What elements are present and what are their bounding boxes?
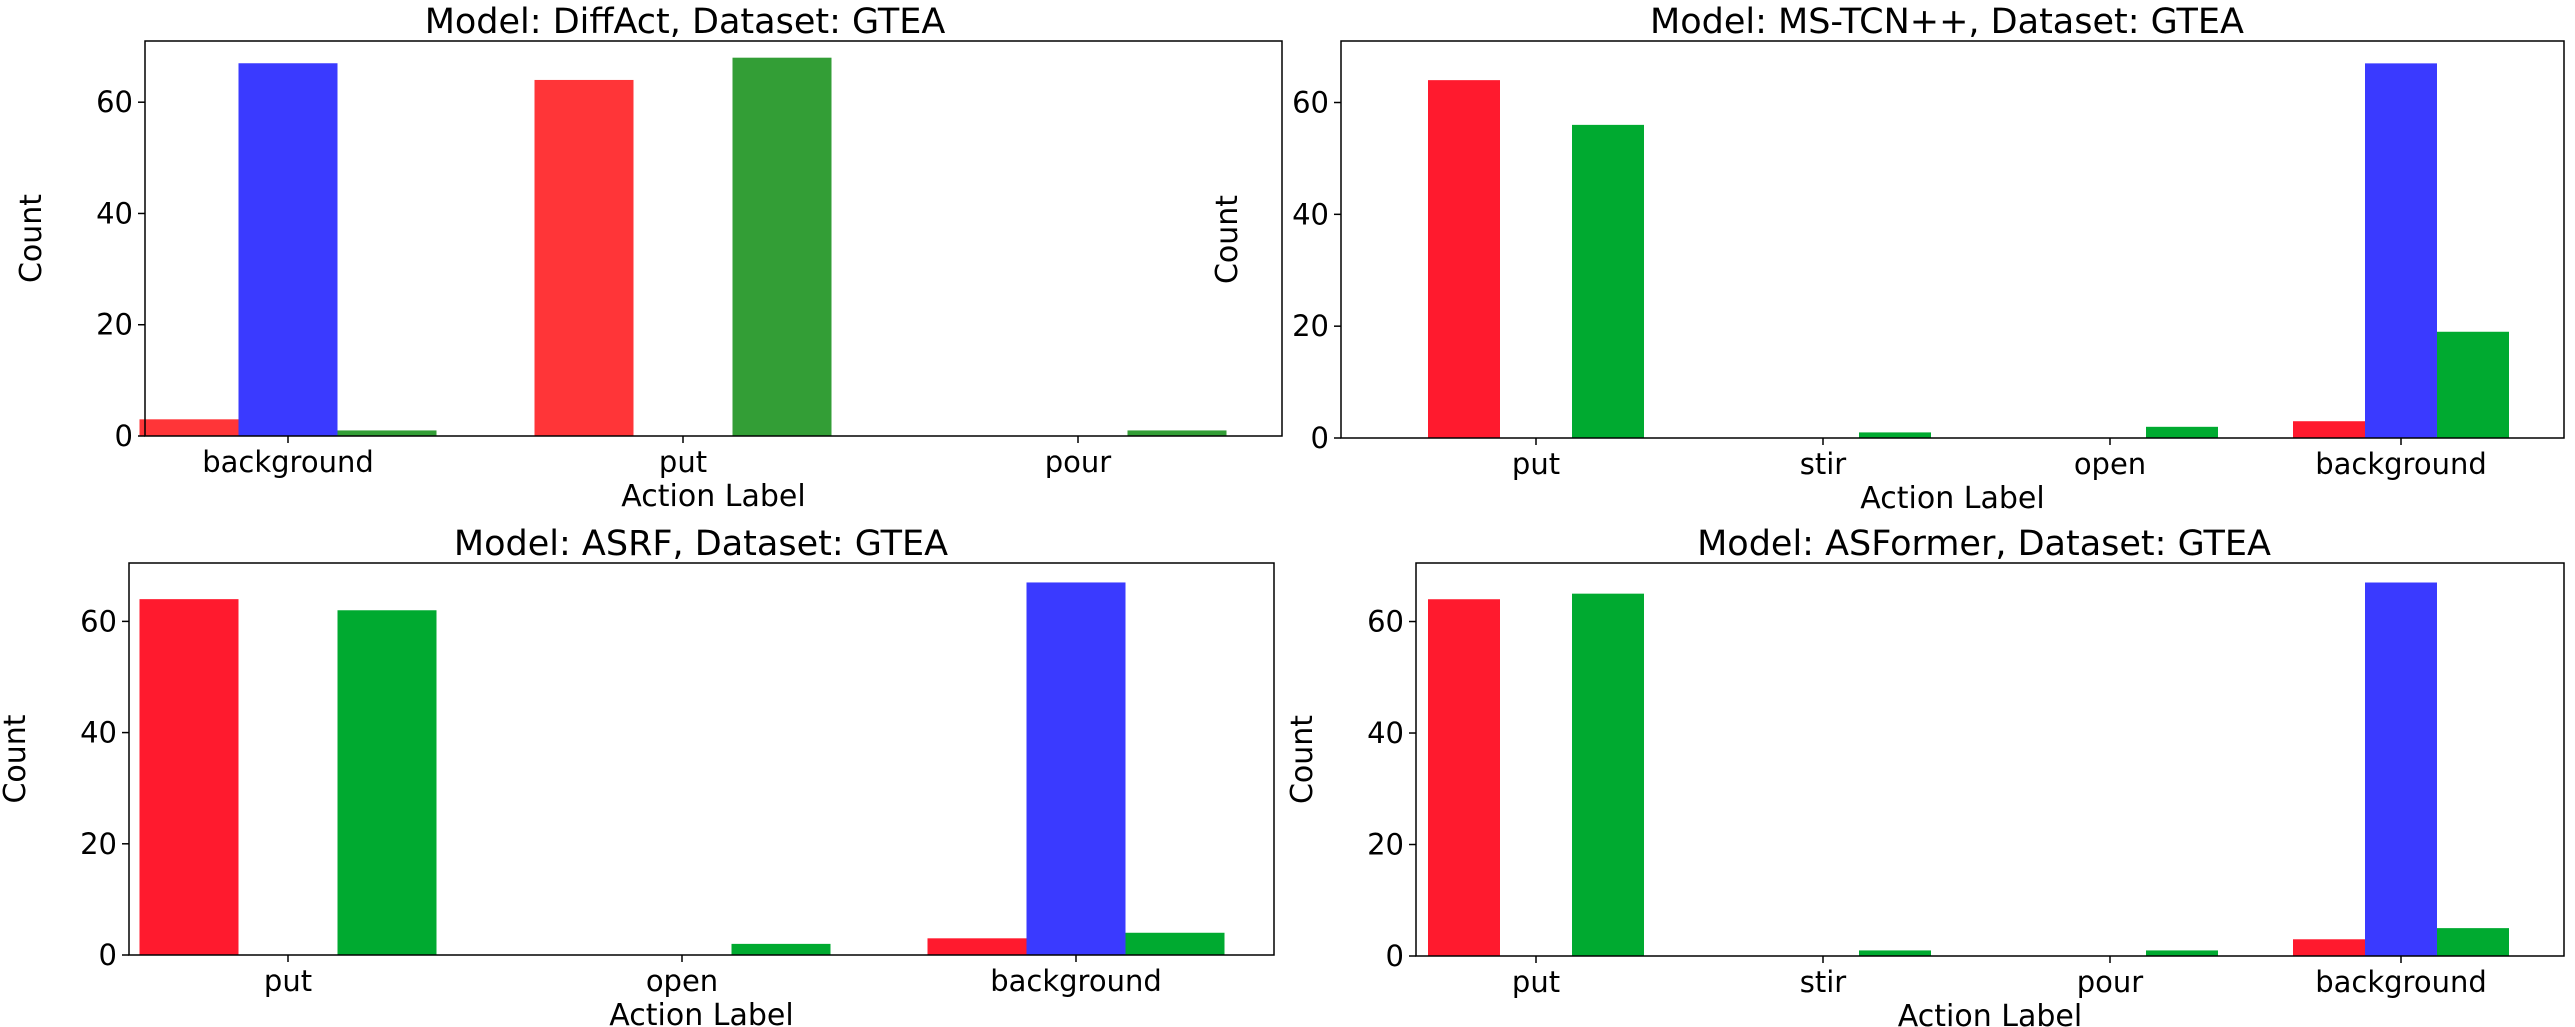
bar-red-background (2293, 939, 2365, 956)
x-tick-label: put (1512, 447, 1560, 481)
plot-frame (1340, 40, 2565, 439)
bar-green-stir (1859, 950, 1931, 956)
x-tick-label: put (264, 964, 312, 998)
y-tick-label: 60 (80, 604, 117, 638)
bar-green-open (2146, 426, 2218, 438)
bar-green-pour (2146, 950, 2218, 956)
y-tick-label: 0 (1311, 421, 1329, 455)
y-tick-label: 40 (80, 716, 117, 750)
y-axis-label: Count (0, 714, 33, 803)
y-axis-label: Count (1210, 195, 1245, 284)
chart-title: Model: MS-TCN++, Dataset: GTEA (1650, 2, 2244, 42)
x-tick-label: background (2315, 965, 2487, 999)
bar-green-put (1572, 124, 1644, 439)
x-axis-label: Action Label (1860, 481, 2044, 516)
bar-red-put (534, 79, 634, 436)
x-tick-label: pour (1045, 445, 1112, 479)
subplot-4: Model: ASFormer, Dataset: GTEA 0 20 40 60 put… (1285, 524, 2565, 1027)
x-tick-label: open (646, 964, 718, 998)
bar-green-background (2437, 331, 2509, 438)
x-axis-label: Action Label (609, 998, 793, 1027)
x-axis-label: Action Label (1898, 999, 2082, 1027)
bar-blue-background (238, 63, 338, 437)
plot-frame (128, 562, 1275, 956)
bar-green-open (731, 943, 831, 955)
bar-green-pour (1127, 430, 1227, 436)
x-tick-label: pour (2077, 965, 2144, 999)
x-tick-label: stir (1800, 447, 1847, 481)
bar-green-put (732, 57, 832, 437)
x-axis-label: Action Label (621, 479, 805, 514)
bar-red-background (139, 419, 239, 436)
y-tick-label: 20 (80, 827, 117, 861)
y-tick-label: 60 (1367, 605, 1404, 639)
x-tick-label: background (202, 445, 374, 479)
bar-green-put (1572, 593, 1644, 956)
y-tick-label: 40 (1292, 197, 1329, 231)
chart-title: Model: ASFormer, Dataset: GTEA (1697, 524, 2271, 564)
x-tick-label: put (1512, 965, 1560, 999)
y-tick-label: 0 (115, 419, 133, 453)
plot-frame (1415, 562, 2565, 957)
y-tick-label: 40 (96, 196, 133, 230)
bar-green-background (337, 430, 437, 436)
x-tick-label: open (2074, 447, 2146, 481)
bar-red-put (139, 599, 239, 955)
bar-green-background (1125, 932, 1225, 955)
y-tick-label: 20 (96, 308, 133, 342)
bar-blue-background (2365, 63, 2437, 438)
bar-green-background (2437, 928, 2509, 956)
bar-green-put (337, 610, 437, 955)
chart-title: Model: DiffAct, Dataset: GTEA (425, 2, 946, 42)
y-tick-label: 20 (1367, 828, 1404, 862)
x-tick-label: stir (1800, 965, 1847, 999)
x-tick-label: put (659, 445, 707, 479)
x-tick-label: background (990, 964, 1162, 998)
y-tick-label: 0 (1386, 939, 1404, 973)
y-tick-label: 60 (96, 85, 133, 119)
bar-blue-background (2365, 582, 2437, 956)
chart-title: Model: ASRF, Dataset: GTEA (454, 524, 948, 564)
subplot-3: Model: ASRF, Dataset: GTEA 0 20 40 60 put open… (0, 524, 1275, 1027)
subplot-1: Model: DiffAct, Dataset: GTEA 0 20 40 60 back… (14, 2, 1283, 514)
y-tick-label: 20 (1292, 309, 1329, 343)
x-tick-label: background (2315, 447, 2487, 481)
bar-green-stir (1859, 432, 1931, 438)
subplot-2: Model: MS-TCN++, Dataset: GTEA 0 20 40 60 put… (1210, 2, 2565, 516)
bar-red-background (2293, 421, 2365, 438)
plot-frame (144, 40, 1283, 437)
bar-blue-background (1026, 582, 1126, 955)
y-tick-label: 0 (99, 938, 117, 972)
y-tick-label: 40 (1367, 716, 1404, 750)
bar-red-put (1428, 599, 1500, 956)
bar-red-put (1428, 80, 1500, 439)
y-axis-label: Count (14, 194, 49, 283)
y-axis-label: Count (1285, 715, 1320, 804)
y-tick-label: 60 (1292, 86, 1329, 120)
bar-red-background (927, 938, 1027, 955)
